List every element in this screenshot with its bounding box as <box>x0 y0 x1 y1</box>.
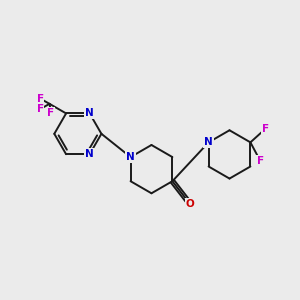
Text: N: N <box>204 137 213 147</box>
Text: N: N <box>126 152 135 162</box>
Text: F: F <box>37 94 44 103</box>
Text: F: F <box>262 124 269 134</box>
Text: N: N <box>85 149 94 159</box>
Text: F: F <box>37 104 44 114</box>
Text: O: O <box>185 199 194 208</box>
Text: N: N <box>85 108 94 118</box>
Text: F: F <box>257 156 264 166</box>
Text: F: F <box>47 108 55 118</box>
